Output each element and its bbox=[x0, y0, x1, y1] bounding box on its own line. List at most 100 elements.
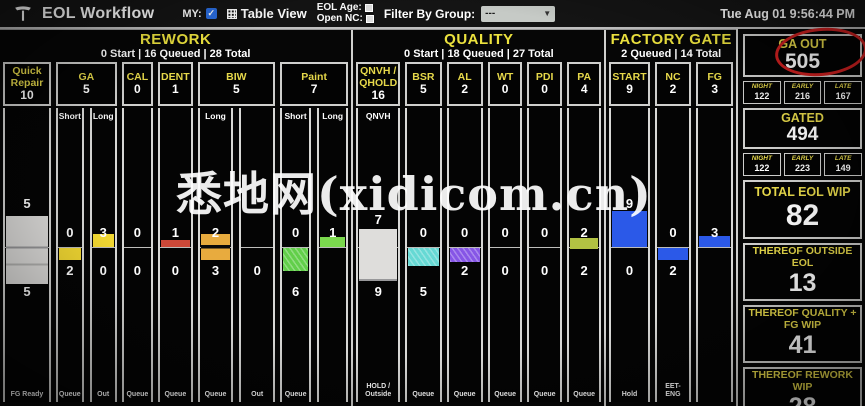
page-title: EOL Workflow bbox=[42, 4, 155, 22]
factory-gate-stats: 2 Queued | 14 Total bbox=[621, 48, 722, 60]
timeline-midline bbox=[611, 247, 648, 249]
lane-label: Out bbox=[97, 391, 110, 398]
total-eol-wip-title: TOTAL EOL WIP bbox=[754, 185, 851, 199]
sub-column-label: Short bbox=[284, 111, 307, 121]
count-below: 3 bbox=[211, 262, 220, 278]
lane-track: 3 bbox=[698, 123, 732, 382]
queue-bar bbox=[359, 229, 398, 281]
queue-bar bbox=[657, 248, 689, 260]
timeline-midline bbox=[656, 247, 690, 249]
lane-quick-repair: 5 5 FG Ready bbox=[3, 108, 51, 402]
timeline-midline bbox=[282, 247, 310, 249]
station-paint: Paint 7 Short 0 6 bbox=[280, 62, 349, 402]
eol-age-label: EOL Age: bbox=[316, 2, 362, 13]
lane-label bbox=[319, 382, 346, 402]
queue-bar bbox=[161, 239, 190, 248]
lane-start: 9 0 Hold bbox=[609, 108, 650, 402]
count-below: 5 bbox=[23, 283, 31, 299]
lane-track: 7 9 bbox=[358, 123, 399, 382]
station-count: 2 bbox=[669, 82, 677, 97]
queue-bar bbox=[408, 248, 439, 267]
queue-bar bbox=[200, 234, 231, 261]
rework-wip-title: THEREOF REWORK WIP bbox=[752, 369, 853, 393]
sub-column-label bbox=[124, 108, 151, 123]
lane-track: 1 bbox=[319, 123, 347, 382]
count-below: 0 bbox=[501, 262, 509, 278]
count-above: 3 bbox=[711, 224, 719, 240]
lane-pa: 2 2 Queue bbox=[566, 108, 602, 402]
station-header: QNVH / QHOLD 16 bbox=[356, 62, 401, 106]
timeline-midline bbox=[123, 247, 152, 249]
count-above: 0 bbox=[669, 224, 677, 240]
timeline-midline bbox=[319, 247, 347, 249]
station-count: 16 bbox=[371, 88, 385, 102]
count-above: 1 bbox=[329, 224, 337, 240]
shift-label: LATE bbox=[834, 155, 852, 162]
rework-wip-value: 28 bbox=[746, 393, 859, 406]
factory-gate-header: FACTORY GATE 2 Queued | 14 Total bbox=[609, 30, 733, 62]
rework-wip-box: THEREOF REWORK WIP 28 bbox=[743, 367, 862, 406]
lane-track: 2 2 bbox=[568, 123, 600, 382]
lane-label: Queue bbox=[126, 391, 149, 398]
count-below: 6 bbox=[291, 283, 300, 299]
station-count: 5 bbox=[419, 82, 427, 97]
lane-track: 0 5 bbox=[407, 123, 440, 382]
group-filter-value: --- bbox=[485, 8, 496, 19]
lane-label: Queue bbox=[533, 391, 556, 398]
queue-bar bbox=[320, 236, 346, 248]
ga-out-value: 505 bbox=[784, 50, 821, 73]
section-rework: REWORK 0 Start | 16 Queued | 28 Total Qu… bbox=[0, 30, 351, 406]
sub-column-label: QNVH bbox=[365, 111, 391, 121]
sub-column-label bbox=[241, 108, 273, 123]
shift-label: EARLY bbox=[791, 155, 814, 162]
sub-column-label: Long bbox=[205, 111, 226, 121]
station-name: PA bbox=[577, 70, 592, 83]
station-count: 0 bbox=[501, 82, 509, 97]
section-factory-gate: FACTORY GATE 2 Queued | 14 Total START 9 bbox=[604, 30, 736, 406]
sub-column-label bbox=[657, 108, 690, 123]
open-nc-checkbox[interactable] bbox=[365, 15, 374, 23]
group-filter-select[interactable]: --- ▼ bbox=[481, 5, 556, 22]
station-header: BIW 5 bbox=[197, 62, 276, 106]
station-count: 0 bbox=[134, 82, 141, 97]
sub-column-label bbox=[611, 108, 647, 123]
queue-bar bbox=[449, 248, 480, 263]
station-start: START 9 9 0 bbox=[609, 62, 650, 402]
shift-early: EARLY 223 bbox=[783, 153, 822, 176]
quality-stations: QNVH / QHOLD 16 QNVH 7 9 bbox=[356, 62, 602, 402]
my-checkbox[interactable]: ✓ bbox=[205, 8, 217, 19]
table-view-label: Table View bbox=[240, 6, 307, 21]
sub-column-label: Long bbox=[322, 111, 344, 121]
lane-track: 2 3 bbox=[199, 123, 232, 382]
station-header: FG 3 bbox=[696, 62, 734, 106]
timeline-midline bbox=[241, 247, 274, 249]
summary-panel: GA OUT 505 NIGHT 122 EARLY 216 LATE 167 bbox=[736, 24, 865, 406]
gated-shift-row: NIGHT 122 EARLY 223 LATE 149 bbox=[743, 153, 863, 176]
station-nc: NC 2 0 2 bbox=[654, 62, 692, 402]
queue-bar bbox=[92, 234, 114, 248]
eol-age-checkbox[interactable] bbox=[364, 4, 373, 12]
shift-night: NIGHT 122 bbox=[743, 81, 781, 104]
clock-timestamp: Tue Aug 01 9:56:44 PM bbox=[720, 6, 855, 21]
table-view-button[interactable]: Table View bbox=[226, 6, 307, 21]
count-above: 0 bbox=[461, 224, 469, 240]
timeline-midline bbox=[529, 247, 560, 249]
station-count: 5 bbox=[233, 82, 240, 97]
factory-gate-title: FACTORY GATE bbox=[610, 31, 732, 48]
station-name: AL bbox=[457, 70, 472, 83]
station-header: BSR 5 bbox=[405, 62, 442, 106]
shift-value: 149 bbox=[835, 163, 851, 173]
station-name: Quick Repair bbox=[10, 65, 44, 89]
count-below: 2 bbox=[461, 262, 469, 278]
lane-dent: 1 0 Queue bbox=[158, 108, 193, 402]
quality-header: QUALITY 0 Start | 18 Queued | 27 Total bbox=[356, 30, 601, 62]
section-quality: QUALITY 0 Start | 18 Queued | 27 Total Q… bbox=[351, 30, 604, 406]
count-above: 0 bbox=[541, 224, 549, 240]
lane-track: 0 0 bbox=[529, 123, 560, 382]
station-count: 0 bbox=[541, 82, 548, 97]
lane-label: Hold bbox=[621, 391, 638, 398]
lane-fg: 3 bbox=[696, 108, 734, 402]
station-header: PDI 0 bbox=[527, 62, 562, 106]
station-pa: PA 4 2 2 bbox=[566, 62, 602, 402]
